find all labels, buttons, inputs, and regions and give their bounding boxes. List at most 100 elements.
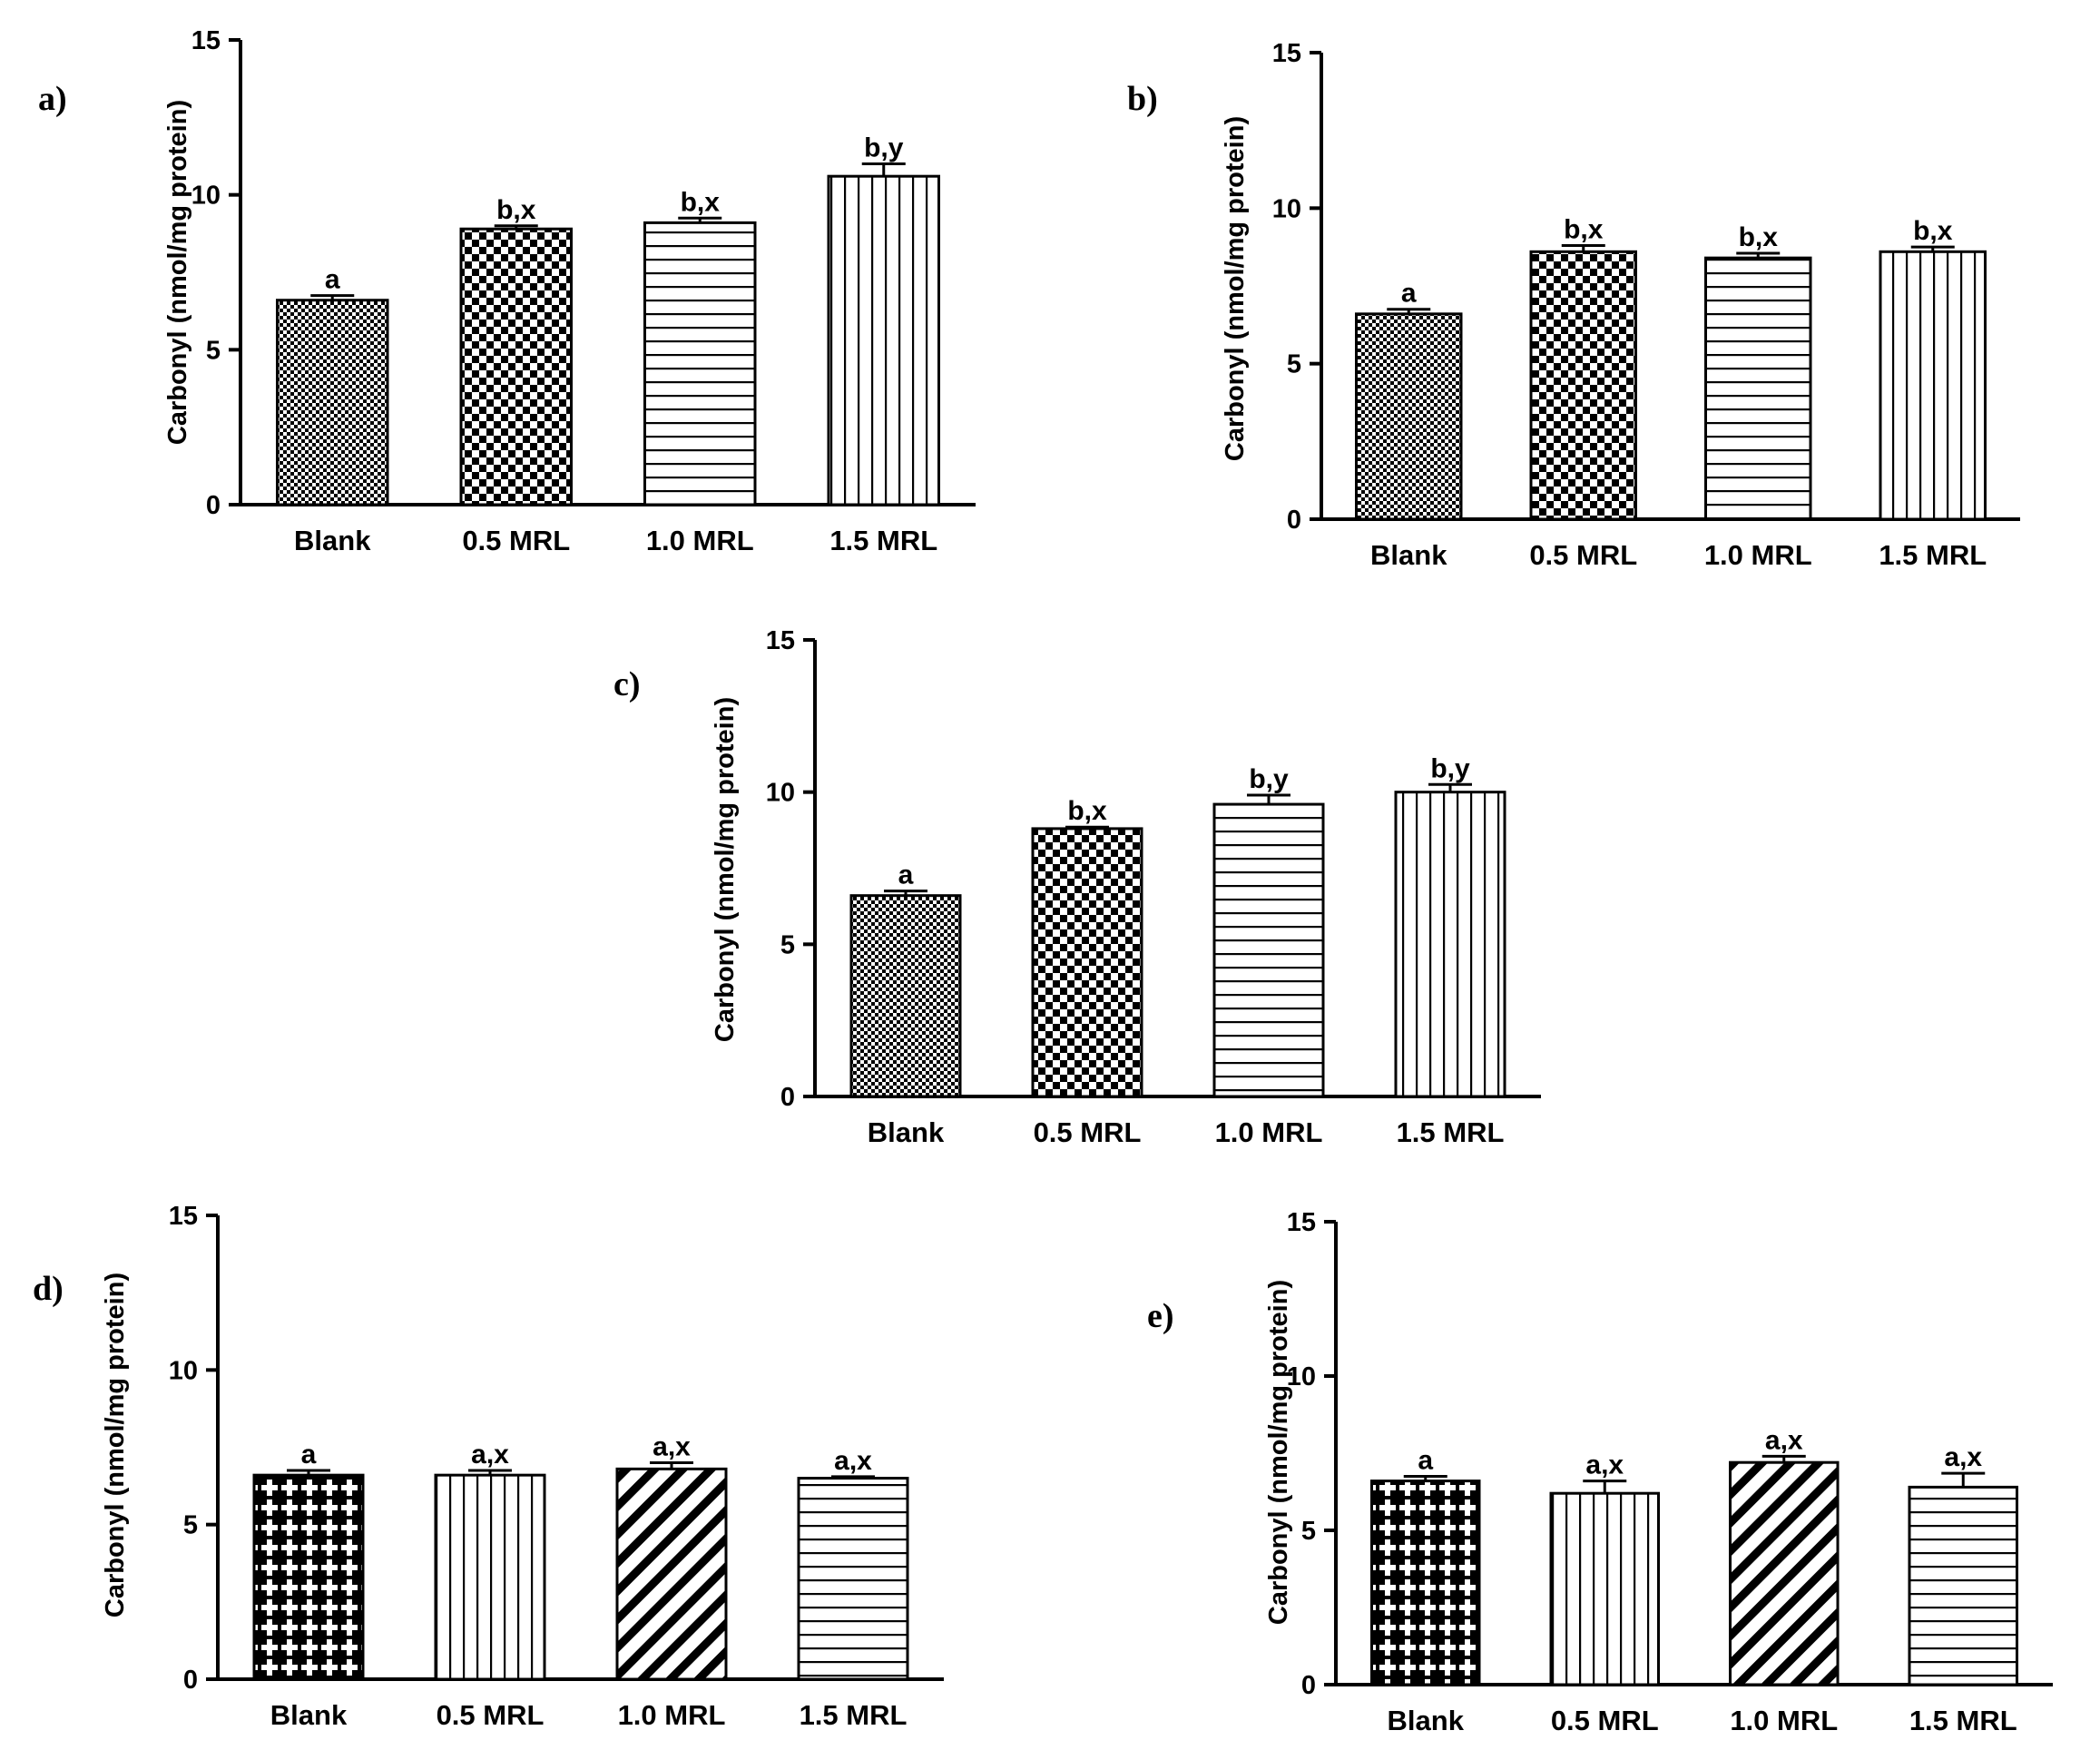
- y-tick-label: 10: [766, 779, 795, 808]
- panel-label: a): [38, 80, 67, 118]
- y-tick-label: 5: [780, 930, 795, 959]
- chart-area: 0 5 10 15 a Blank b,x 0.5 MRL b,x 1.0 MRL b,x 1.5 M…: [1272, 39, 2020, 571]
- y-tick-label: 0: [1301, 1671, 1316, 1700]
- x-tick-label: 1.5 MRL: [1909, 1705, 2017, 1736]
- y-tick-label: 15: [1287, 1208, 1316, 1237]
- x-tick-label: Blank: [294, 525, 371, 556]
- y-tick-label: 5: [183, 1511, 198, 1540]
- y-tick-label: 5: [1301, 1517, 1316, 1546]
- significance-label: a: [898, 860, 914, 890]
- significance-label: b,y: [864, 133, 904, 163]
- x-tick-label: 0.5 MRL: [1034, 1116, 1142, 1148]
- panel-label: c): [613, 665, 641, 703]
- bar: [1729, 1460, 1840, 1686]
- y-tick-label: 0: [780, 1083, 795, 1112]
- chart-area: 0 5 10 15 a Blank a,x 0.5 MRL a,x 1.0 MRL a,x 1.5 M…: [1287, 1208, 2053, 1736]
- x-tick-label: 0.5 MRL: [437, 1699, 545, 1731]
- bar: [1370, 1480, 1481, 1686]
- bar: [1212, 802, 1325, 1098]
- significance-label: a: [301, 1440, 317, 1470]
- significance-label: b,x: [1564, 214, 1604, 244]
- x-tick-label: 0.5 MRL: [1529, 539, 1637, 571]
- x-tick-label: 1.5 MRL: [1397, 1116, 1505, 1148]
- x-tick-label: Blank: [270, 1699, 348, 1731]
- significance-label: b,x: [1913, 216, 1953, 246]
- panel-b: b) Carbonyl (nmol/mg protein) 0 5 10 15 a Bla…: [1127, 39, 2020, 571]
- y-tick-label: 10: [1272, 194, 1301, 223]
- bar: [797, 1477, 909, 1681]
- significance-label: b,x: [1739, 222, 1779, 252]
- bar: [827, 174, 940, 506]
- chart-area: 0 5 10 15 a Blank b,x 0.5 MRL b,y 1.0 MRL b,y 1.5 M…: [766, 626, 1541, 1148]
- chart-area: 0 5 10 15 a Blank b,x 0.5 MRL b,x 1.0 MRL b,y 1.5 M…: [191, 26, 976, 556]
- x-tick-label: 1.5 MRL: [1879, 539, 1987, 571]
- significance-label: a,x: [1944, 1442, 1982, 1472]
- panel-d: d) Carbonyl (nmol/mg protein) 0 5 10 15 a Bla…: [33, 1202, 944, 1731]
- significance-label: b,y: [1249, 764, 1289, 794]
- y-tick-label: 10: [1287, 1362, 1316, 1391]
- significance-label: a,x: [471, 1440, 509, 1470]
- y-tick-label: 15: [1272, 39, 1301, 68]
- bar: [459, 227, 573, 506]
- significance-label: a: [1418, 1446, 1433, 1476]
- y-tick-label: 5: [206, 336, 221, 365]
- significance-label: a,x: [653, 1432, 691, 1462]
- panel-e: e) Carbonyl (nmol/mg protein) 0 5 10 15 a Bla…: [1147, 1208, 2053, 1736]
- bar: [252, 1473, 365, 1681]
- x-tick-label: 1.0 MRL: [1215, 1116, 1323, 1148]
- bar: [1549, 1491, 1660, 1686]
- significance-label: b,x: [681, 187, 721, 217]
- x-tick-label: 1.0 MRL: [618, 1699, 726, 1731]
- y-tick-label: 15: [169, 1202, 198, 1231]
- y-axis-label: Carbonyl (nmol/mg protein): [1264, 1280, 1293, 1625]
- significance-label: b,y: [1430, 753, 1470, 783]
- x-tick-label: 0.5 MRL: [1551, 1705, 1659, 1736]
- bar: [1355, 312, 1463, 521]
- bar: [1394, 791, 1506, 1098]
- x-tick-label: 1.0 MRL: [1730, 1705, 1838, 1736]
- bar: [643, 221, 757, 506]
- y-tick-label: 10: [191, 182, 221, 211]
- bar: [1879, 250, 1987, 521]
- bar: [1908, 1485, 2018, 1686]
- panel-a: a) Carbonyl (nmol/mg protein) 0 5 10 15 a Bla…: [38, 26, 976, 556]
- significance-label: a: [325, 265, 340, 295]
- y-tick-label: 10: [169, 1356, 198, 1385]
- bar: [1031, 827, 1143, 1098]
- panel-label: e): [1147, 1297, 1174, 1335]
- bar: [615, 1467, 728, 1681]
- y-tick-label: 15: [191, 26, 221, 55]
- panel-c: c) Carbonyl (nmol/mg protein) 0 5 10 15 a Bla…: [613, 626, 1541, 1148]
- y-tick-label: 0: [206, 491, 221, 520]
- bar: [276, 299, 389, 506]
- y-axis-label: Carbonyl (nmol/mg protein): [101, 1273, 130, 1617]
- panel-label: d): [33, 1270, 64, 1308]
- bar: [434, 1473, 546, 1681]
- y-tick-label: 15: [766, 626, 795, 655]
- x-tick-label: Blank: [1388, 1705, 1465, 1736]
- x-tick-label: 1.0 MRL: [1704, 539, 1812, 571]
- significance-label: b,x: [1067, 796, 1107, 826]
- y-tick-label: 5: [1287, 350, 1301, 379]
- x-tick-label: 1.5 MRL: [829, 525, 937, 556]
- y-axis-label: Carbonyl (nmol/mg protein): [1221, 116, 1250, 461]
- significance-label: a,x: [834, 1446, 872, 1476]
- significance-label: a,x: [1765, 1425, 1803, 1455]
- bar: [849, 894, 962, 1098]
- y-axis-label: Carbonyl (nmol/mg protein): [711, 697, 740, 1042]
- x-tick-label: Blank: [868, 1116, 945, 1148]
- bar: [1704, 256, 1812, 521]
- y-tick-label: 0: [1287, 506, 1301, 535]
- x-tick-label: 0.5 MRL: [462, 525, 570, 556]
- x-tick-label: 1.5 MRL: [800, 1699, 908, 1731]
- bar: [1529, 250, 1637, 521]
- x-tick-label: Blank: [1370, 539, 1447, 571]
- significance-label: a: [1401, 279, 1417, 309]
- y-tick-label: 0: [183, 1666, 198, 1695]
- significance-label: a,x: [1585, 1450, 1624, 1480]
- chart-area: 0 5 10 15 a Blank a,x 0.5 MRL a,x 1.0 MRL a,x 1.5 M…: [169, 1202, 944, 1731]
- x-tick-label: 1.0 MRL: [646, 525, 754, 556]
- significance-label: b,x: [496, 195, 536, 225]
- panel-label: b): [1127, 80, 1158, 118]
